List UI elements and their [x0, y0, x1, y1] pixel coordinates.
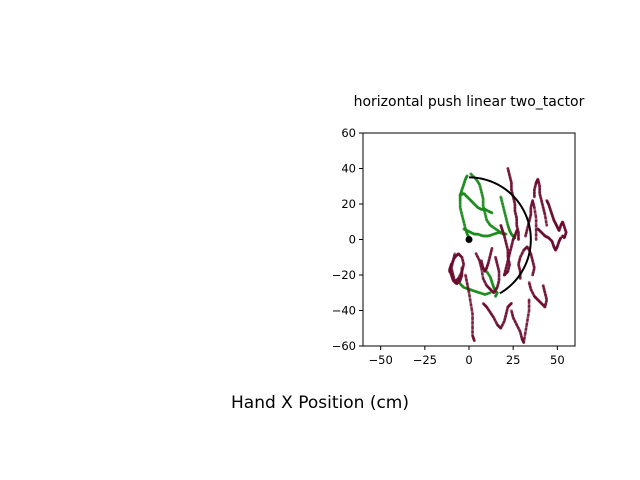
scatter-point [529, 213, 533, 217]
scatter-point [490, 211, 494, 215]
scatter-point [541, 284, 545, 288]
scatter-point [543, 212, 547, 216]
scatter-point [513, 203, 517, 207]
x-tick-label: 0 [465, 353, 472, 367]
scatter-point [532, 194, 536, 198]
scatter-point [502, 273, 506, 277]
scatter-point [497, 277, 501, 281]
scatter-point [513, 206, 517, 210]
scatter-point [506, 248, 510, 252]
scatter-point [517, 231, 520, 234]
scatter-point [527, 309, 531, 312]
scatter-point [526, 318, 529, 322]
x-tick-label: 25 [506, 353, 521, 367]
scatter-point [494, 255, 497, 259]
y-axis: −60 −40 −20 0 20 40 60 [332, 126, 363, 353]
scatter-point [471, 326, 474, 330]
scatter-point [524, 327, 528, 331]
scatter-point [468, 294, 471, 298]
scatter-point [532, 206, 536, 209]
scatter-point [522, 341, 526, 344]
scatter-point [479, 259, 483, 263]
scatter-point [460, 268, 464, 272]
scatter-point [561, 234, 565, 238]
scatter-point [472, 339, 476, 343]
y-tick-label: −60 [332, 339, 356, 353]
scatter-point [527, 304, 531, 308]
scatter-point [465, 282, 469, 286]
scatter-point [517, 238, 520, 241]
x-axis-label: Hand X Position (cm) [231, 393, 409, 413]
scatter-point [510, 182, 513, 186]
scatter-point [525, 322, 529, 326]
scatter-point [471, 321, 474, 325]
y-tick-label: 40 [341, 162, 356, 176]
x-tick-label: −50 [369, 353, 393, 367]
scatter-point [544, 220, 548, 224]
scatter-point [506, 251, 510, 255]
scatter-point [469, 303, 473, 307]
scatter-point [532, 191, 536, 195]
scatter-point [523, 336, 526, 340]
y-tick-label: 60 [341, 126, 356, 140]
scatter-point [481, 203, 485, 207]
scatter-point [467, 290, 471, 293]
x-axis: −50 −25 0 25 50 [369, 346, 565, 367]
scatter-point [458, 199, 462, 202]
scatter-point [471, 312, 474, 316]
scatter-point [480, 272, 484, 276]
scatter-point [460, 271, 464, 275]
scatter-point [465, 278, 468, 282]
scatter-point [529, 210, 533, 214]
scatter-point [515, 221, 519, 225]
scatter-point [458, 202, 462, 205]
scatter-point [544, 216, 547, 220]
scatter-point [534, 219, 538, 223]
plot-overlay [465, 176, 532, 295]
x-tick-label: −25 [413, 353, 437, 367]
scatter-point [527, 298, 531, 302]
scatter-point [515, 218, 519, 222]
scatter-point [538, 184, 542, 188]
scatter-point [538, 187, 542, 191]
scatter-point [471, 317, 474, 321]
scatter-point [532, 265, 536, 269]
scatter-point [517, 263, 521, 267]
scatter-point [494, 294, 497, 298]
x-tick-label: 50 [550, 353, 565, 367]
scatter-point [481, 200, 485, 204]
scatter-point [470, 308, 474, 311]
y-tick-label: −40 [332, 304, 356, 318]
scatter-point [481, 197, 485, 201]
scatter-point [533, 210, 537, 214]
target-arc [468, 176, 532, 295]
scatter-point [545, 299, 548, 303]
scatter-point [471, 330, 474, 334]
scatter-point [464, 274, 468, 278]
y-tick-label: 20 [341, 197, 356, 211]
scatter-point [545, 223, 549, 227]
origin-marker [465, 236, 473, 243]
y-tick-label: −20 [332, 268, 356, 282]
scatter-point [559, 236, 563, 240]
scatter-point [517, 234, 520, 237]
scatter-point [534, 233, 538, 237]
scatter-point [468, 298, 472, 302]
scatter-point [460, 266, 464, 270]
scatter-point [466, 286, 470, 290]
scatter-point [534, 224, 538, 228]
scatter-point [488, 291, 492, 295]
scatter-point [534, 238, 538, 241]
scatter-point [523, 331, 527, 335]
scatter-point [497, 273, 501, 277]
y-tick-label: 0 [349, 233, 356, 247]
scatter-point [510, 302, 513, 305]
scatter-point [526, 313, 530, 317]
scatter-point [534, 215, 538, 219]
scatter-point [510, 185, 513, 189]
scatter-point [531, 273, 534, 277]
chart-title: horizontal push linear two_tactor [354, 94, 585, 110]
